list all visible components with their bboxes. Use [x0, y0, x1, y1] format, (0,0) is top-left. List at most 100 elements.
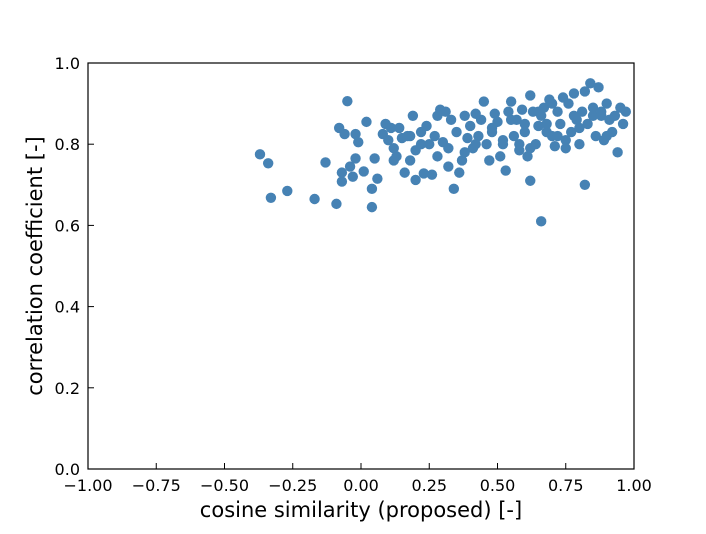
- data-point: [265, 192, 277, 203]
- data-point: [593, 82, 604, 93]
- data-point: [609, 110, 621, 121]
- data-point: [282, 185, 293, 197]
- x-axis-label: cosine similarity (proposed) [-]: [200, 498, 522, 522]
- data-point: [546, 98, 558, 109]
- data-point: [388, 155, 399, 166]
- data-point: [587, 110, 599, 121]
- data-point: [566, 126, 577, 138]
- data-point: [522, 151, 533, 162]
- data-point: [418, 168, 429, 179]
- plot-frame: [87, 62, 635, 470]
- data-point: [383, 134, 394, 146]
- data-point: [372, 173, 383, 184]
- data-point: [582, 118, 593, 130]
- data-point: [424, 139, 435, 150]
- data-point: [500, 165, 511, 176]
- data-point: [432, 151, 443, 162]
- data-point: [563, 98, 574, 109]
- data-point: [443, 143, 454, 154]
- data-point: [465, 120, 476, 132]
- data-point: [350, 128, 361, 140]
- data-point: [579, 86, 591, 97]
- data-point: [445, 114, 457, 126]
- data-point: [519, 118, 530, 130]
- data-point: [358, 166, 369, 177]
- data-point: [505, 114, 517, 126]
- x-tick-label: 0.25: [411, 476, 447, 495]
- data-point: [549, 141, 561, 152]
- data-point: [612, 147, 623, 158]
- data-point: [560, 143, 571, 154]
- data-point: [617, 118, 629, 130]
- x-tick-label: −0.50: [200, 476, 249, 495]
- y-tick-label: 0.2: [55, 379, 80, 398]
- data-point: [347, 171, 359, 182]
- data-point: [492, 116, 503, 128]
- data-point: [552, 130, 563, 142]
- data-point: [344, 161, 356, 172]
- data-point: [519, 126, 530, 138]
- data-point: [525, 90, 536, 101]
- data-point: [541, 118, 552, 130]
- data-point: [601, 98, 612, 109]
- data-point: [448, 183, 460, 195]
- data-point: [454, 167, 465, 178]
- data-point: [366, 201, 378, 213]
- data-point: [342, 95, 353, 107]
- data-point: [552, 106, 563, 117]
- data-point: [579, 179, 591, 190]
- data-point: [470, 139, 481, 150]
- y-axis-label: correlation coefficient [-]: [23, 136, 47, 395]
- data-point: [574, 122, 585, 134]
- data-point: [508, 130, 520, 142]
- data-point: [516, 104, 528, 115]
- data-point: [497, 134, 509, 146]
- data-point: [481, 139, 492, 150]
- x-tick-label: 0.00: [343, 476, 379, 495]
- data-point: [473, 130, 484, 142]
- data-point: [456, 155, 468, 166]
- ticks-layer: −1.00 −0.75 −0.50 −0.25 0.00 0.25 0.50 0.75 1.00…: [55, 54, 652, 495]
- data-point: [339, 128, 350, 140]
- data-point: [361, 116, 372, 128]
- data-point: [478, 96, 490, 107]
- data-point: [410, 174, 421, 186]
- y-tick-label: 0.0: [55, 460, 80, 479]
- y-tick-label: 0.4: [55, 298, 80, 317]
- data-point: [320, 157, 331, 168]
- data-point: [495, 151, 506, 162]
- data-point: [533, 120, 544, 132]
- data-point: [486, 126, 498, 138]
- data-point: [399, 167, 410, 178]
- data-point: [366, 183, 378, 195]
- data-point: [525, 143, 536, 154]
- data-point: [404, 130, 416, 142]
- data-point: [574, 139, 585, 150]
- data-point: [555, 118, 566, 130]
- data-point: [262, 158, 274, 169]
- data-point: [426, 169, 438, 180]
- data-point: [254, 149, 266, 160]
- data-point: [601, 130, 612, 142]
- points-layer: [254, 78, 632, 227]
- data-point: [590, 130, 601, 142]
- data-point: [514, 139, 525, 150]
- data-point: [331, 198, 342, 210]
- data-point: [369, 153, 380, 164]
- data-point: [459, 110, 470, 121]
- data-point: [404, 155, 416, 166]
- data-point: [568, 110, 580, 121]
- y-tick-label: 1.0: [55, 54, 80, 73]
- data-point: [489, 108, 500, 119]
- data-point: [385, 122, 397, 134]
- x-tick-label: 0.50: [480, 476, 516, 495]
- data-point: [533, 106, 544, 117]
- data-point: [394, 122, 405, 134]
- data-point: [309, 193, 320, 205]
- data-point: [388, 143, 399, 154]
- y-tick-label: 0.6: [55, 216, 80, 235]
- data-point: [350, 153, 361, 164]
- data-point: [440, 106, 451, 117]
- data-point: [407, 110, 419, 121]
